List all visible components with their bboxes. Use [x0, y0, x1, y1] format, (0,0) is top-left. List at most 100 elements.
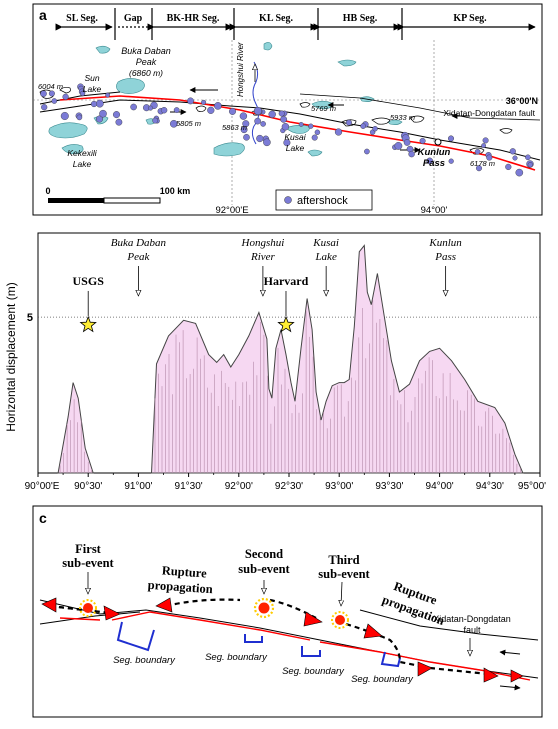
aftershock-point	[345, 119, 352, 126]
aftershock-point	[476, 165, 483, 172]
panel-a-letter: a	[39, 7, 47, 23]
x-tick-label: 91°00'	[124, 481, 152, 492]
epicenter-label: Harvard	[264, 274, 309, 288]
y-axis-label: Horizontal displacement (m)	[4, 282, 18, 431]
aftershock-point	[268, 110, 276, 119]
y-tick-label: 5	[27, 312, 33, 324]
aftershock-point	[512, 155, 518, 161]
legend-box	[275, 189, 373, 211]
legend-aftershock-symbol	[284, 196, 292, 204]
aftershock-point	[254, 117, 261, 125]
seg-label-kp: KP Seg.	[453, 13, 487, 24]
chart-area: 5 90°00'E 90°30' 91°00' 91°30' 92°00' 92°30' 93…	[25, 232, 546, 492]
fault-trace	[39, 99, 541, 161]
label-buka-daban-elev: (6860 m)	[129, 68, 163, 78]
elev-5805: 5805 m	[176, 119, 201, 128]
seg-boundary-label-3: Seg. boundary	[282, 666, 345, 677]
aftershock-point	[51, 98, 58, 104]
aftershock-point	[152, 117, 159, 124]
x-tick-label: 92°30'	[275, 481, 303, 492]
x-tick-label: 93°30'	[375, 481, 403, 492]
fault-line-c-north	[359, 609, 539, 641]
epicenter-star	[79, 315, 97, 333]
label-lon-92: 92°00'E	[215, 205, 248, 216]
lakes	[48, 42, 403, 157]
displacement-area-1	[150, 244, 524, 474]
panel-a-map: a SL Seg. Gap BK-HR Seg. KL Seg. HB Seg.…	[32, 3, 543, 216]
elev-6004: 6004 m	[38, 82, 63, 91]
aftershock-point	[515, 168, 524, 177]
kunlun-pass-marker	[434, 138, 442, 146]
aftershock-point	[76, 114, 83, 121]
aftershock-point	[527, 162, 533, 168]
epicenter-label: USGS	[73, 274, 105, 288]
legend-aftershock-label: aftershock	[297, 195, 348, 207]
aftershock-point	[243, 133, 250, 141]
aftershocks	[40, 83, 534, 177]
aftershock-point	[228, 107, 236, 115]
fault-line-c-west	[39, 611, 141, 625]
second-sub-event-line2: sub-event	[238, 562, 290, 576]
elev-6178: 6178 m	[470, 159, 495, 168]
aftershock-point	[256, 134, 264, 143]
elev-5863: 5863 m	[222, 123, 247, 132]
x-tick-label: 94°30'	[476, 481, 504, 492]
label-hongshui: Hongshui River	[236, 42, 245, 97]
aftershock-point	[187, 97, 194, 105]
label-sun-lake-2: Lake	[83, 84, 102, 94]
aftershock-point	[448, 135, 455, 142]
x-tick-label: 90°00'E	[25, 481, 60, 492]
seg-boundary-label-1: Seg. boundary	[113, 655, 176, 666]
aftershock-point	[334, 128, 343, 136]
seg-label-gap: Gap	[124, 13, 143, 24]
aftershock-point	[160, 106, 168, 114]
rupture1-line2: propagation	[147, 578, 213, 597]
aftershock-point	[62, 93, 69, 100]
slip-arrow-c-2	[499, 684, 521, 691]
aftershock-point	[173, 107, 180, 114]
aftershock-point	[95, 115, 103, 123]
aftershock-point	[281, 122, 290, 131]
third-pointer	[341, 581, 342, 606]
label-lon-94: 94°00'	[421, 205, 448, 216]
scale-end: 100 km	[160, 186, 191, 196]
x-tick-label: 93°00'	[325, 481, 353, 492]
aftershock-point	[403, 139, 411, 146]
aftershock-point	[60, 111, 69, 120]
place-label-line2: River	[250, 251, 276, 263]
label-kekexili-2: Lake	[73, 159, 92, 169]
aftershock-point	[242, 120, 250, 128]
aftershock-point	[372, 125, 378, 132]
seg-boundary-label-4: Seg. boundary	[351, 674, 414, 685]
aftershock-point	[239, 112, 248, 120]
aftershock-point	[90, 100, 98, 108]
aftershock-point	[283, 139, 291, 147]
aftershock-point	[311, 134, 318, 141]
aftershock-point	[298, 122, 304, 127]
aftershock-point	[482, 137, 489, 144]
aftershock-point	[308, 123, 314, 129]
rupture1-line1: Rupture	[161, 563, 207, 580]
first-sub-event-line2: sub-event	[62, 556, 114, 570]
aftershock-point	[207, 106, 215, 114]
aftershock-point	[360, 123, 366, 129]
aftershock-point	[486, 154, 493, 161]
segment-boundary-markers	[116, 621, 401, 668]
slip-arrow-c-1	[499, 649, 521, 656]
label-kekexili-1: Kekexili	[67, 148, 97, 158]
aftershock-point	[481, 143, 486, 149]
hongshui-river	[251, 61, 260, 145]
aftershock-point	[525, 154, 531, 161]
aftershock-point	[201, 99, 207, 105]
aftershock-point	[314, 129, 321, 136]
aftershock-point	[112, 111, 120, 119]
third-sub-event-line1: Third	[328, 553, 359, 567]
label-kusai-2: Lake	[286, 143, 305, 153]
place-label-line1: Buka Daban	[111, 237, 167, 249]
third-sub-event-line2: sub-event	[318, 567, 370, 581]
aftershock-point	[169, 120, 178, 128]
fault-label-line2: fault	[463, 625, 481, 635]
aftershock-point	[364, 148, 370, 155]
aftershock-point	[419, 137, 426, 144]
first-sub-event-line1: First	[75, 542, 102, 556]
